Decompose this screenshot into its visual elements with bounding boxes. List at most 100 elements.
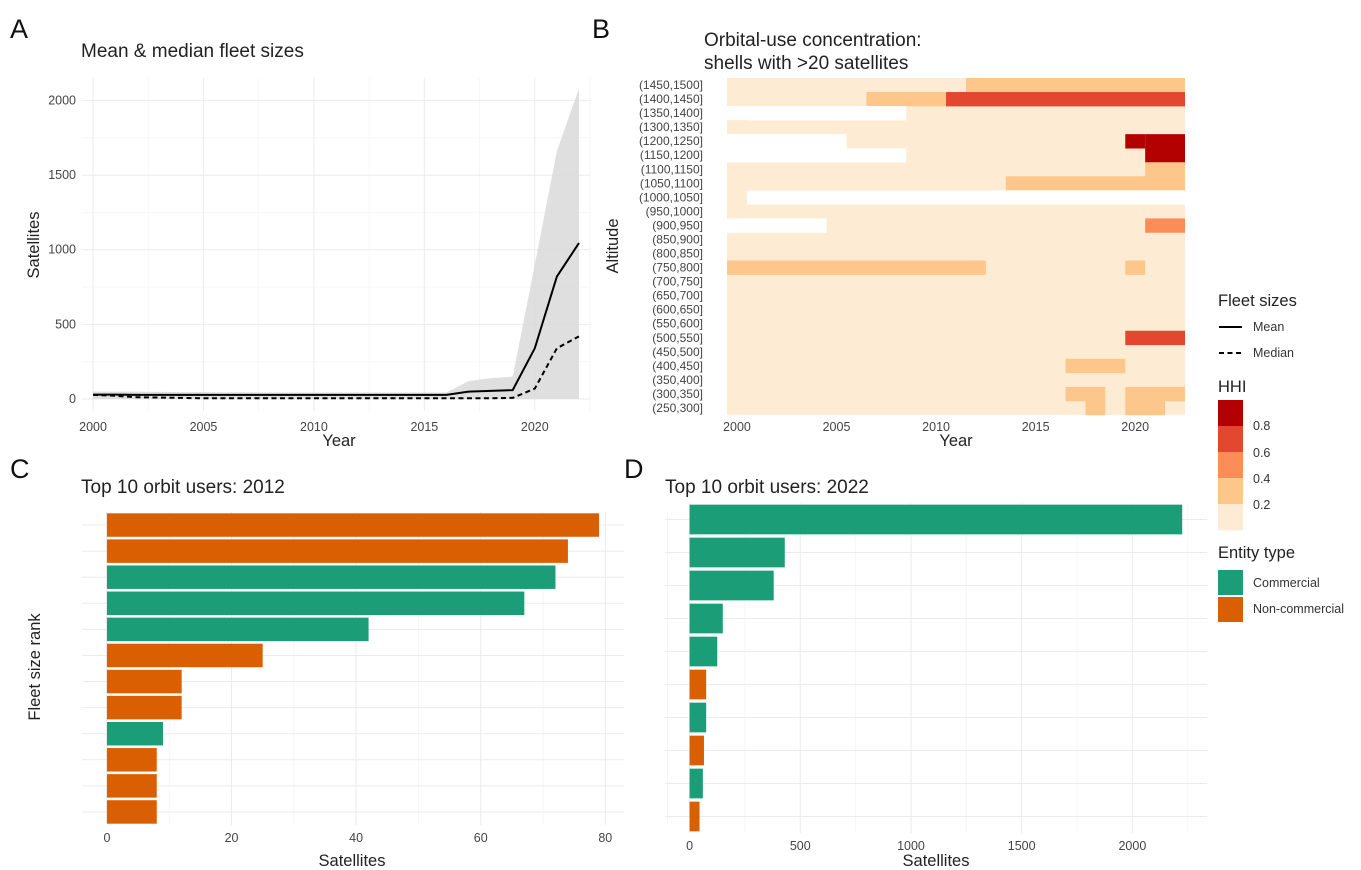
altitude-tick-label: (500,550] [652, 331, 703, 345]
altitude-tick-label: (1400,1450] [639, 92, 703, 106]
heatmap-cell [1145, 162, 1185, 177]
bar-rank-3 [689, 570, 774, 601]
altitude-tick-label: (700,750] [652, 275, 703, 289]
x-tick-label: 60 [474, 831, 488, 845]
legend-swatch-non-commercial [1218, 597, 1243, 622]
heatmap-cell [727, 218, 827, 233]
y-tick-label: 500 [55, 317, 76, 331]
heatmap-cell [727, 92, 867, 107]
hhi-tick-0-2: 0.2 [1253, 498, 1270, 512]
bar-rank-12 [106, 800, 157, 824]
altitude-tick-label: (1450,1500] [639, 78, 703, 92]
altitude-tick-label: (1100,1150] [641, 162, 703, 176]
altitude-tick-label: (900,950] [652, 218, 703, 232]
x-tick-label: 2000 [723, 420, 751, 434]
heatmap-cell [1145, 134, 1185, 149]
panel-c-y-axis-label: Fleet size rank [26, 613, 44, 721]
x-tick-label: 2020 [1121, 420, 1149, 434]
altitude-tick-label: (1150,1200] [640, 148, 703, 162]
heatmap-cell [1065, 386, 1106, 402]
altitude-tick-label: (400,450] [652, 359, 703, 373]
bar-rank-9 [689, 768, 703, 799]
hhi-tick-0-6: 0.6 [1253, 446, 1270, 460]
panel-a-line-chart: Mean & median fleet sizes 2000 2005 2010 20… [25, 41, 591, 450]
y-tick-label: 2000 [48, 93, 76, 107]
panel-c-x-axis-label: Satellites [319, 852, 386, 870]
heatmap-cell [1125, 330, 1185, 346]
bar-rank-1 [689, 504, 1183, 535]
x-tick-label: 1000 [897, 839, 925, 853]
bar-rank-9 [106, 721, 163, 746]
panel-c-bar-chart: Top 10 orbit users: 2012 0 20 40 60 80 Satel… [26, 477, 669, 870]
altitude-tick-label: (300,350] [652, 387, 703, 401]
panel-b-heatmap: Orbital-use concentration: shells with >… [604, 30, 1185, 450]
altitude-tick-label: (550,600] [652, 317, 703, 331]
altitude-tick-label: (1300,1350] [639, 120, 703, 134]
heatmap-cell [727, 106, 907, 121]
altitude-tick-label: (650,700] [652, 289, 703, 303]
heatmap-cell [1065, 358, 1126, 374]
bar-rank-7 [689, 702, 707, 733]
hhi-tick-0-8: 0.8 [1253, 419, 1270, 433]
panel-a-x-axis-label: Year [322, 432, 356, 450]
x-tick-label: 2010 [922, 420, 950, 434]
fleet-sizes-legend-title: Fleet sizes [1218, 292, 1297, 310]
bar-rank-5 [106, 617, 369, 642]
heatmap-cell [727, 78, 966, 93]
bar-rank-8 [106, 695, 182, 720]
heatmap-cell [1085, 400, 1106, 416]
x-tick-label: 2005 [823, 420, 851, 434]
heatmap-cell [1145, 218, 1185, 233]
panel-letter-a: A [10, 14, 28, 44]
altitude-tick-label: (450,500] [652, 345, 703, 359]
legend-label-median: Median [1253, 346, 1294, 360]
bar-rank-10 [106, 748, 157, 772]
fleet-size-range-band [93, 88, 579, 400]
x-tick-label: 2020 [521, 420, 549, 434]
panel-b-x-axis-label: Year [939, 432, 973, 450]
y-tick-label: 0 [69, 392, 76, 406]
panel-letter-b: B [592, 14, 610, 44]
altitude-tick-label: (1350,1400] [639, 106, 703, 120]
legend-label-commercial: Commercial [1253, 576, 1320, 590]
heatmap-cell [946, 92, 1185, 107]
altitude-tick-label: (350,400] [652, 373, 703, 387]
fleet-sizes-legend: Fleet sizes Mean Median [1218, 292, 1297, 360]
median-series-line [93, 335, 580, 400]
legend-label-mean: Mean [1253, 320, 1284, 334]
heatmap-cell [965, 78, 1185, 93]
heatmap-cell [1125, 386, 1185, 402]
bar-rank-8 [689, 735, 704, 766]
bar-rank-10 [689, 801, 700, 832]
x-tick-label: 2005 [190, 420, 218, 434]
y-tick-label: 1500 [48, 168, 76, 182]
x-tick-label: 0 [103, 831, 110, 845]
y-tick-label: 1000 [48, 243, 76, 257]
hhi-tick-0-4: 0.4 [1253, 472, 1270, 486]
heatmap-cell [727, 148, 907, 163]
heatmap-cell [727, 260, 986, 275]
x-tick-label: 2000 [1118, 839, 1146, 853]
panel-letter-d: D [624, 454, 644, 484]
entity-type-legend: Entity type Commercial Non-commercial [1218, 544, 1344, 622]
panel-b-title-line2: shells with >20 satellites [704, 53, 908, 74]
bar-rank-5 [689, 636, 718, 667]
bar-rank-7 [106, 669, 182, 694]
bar-rank-4 [689, 603, 723, 634]
entity-type-legend-title: Entity type [1218, 544, 1295, 562]
legend-swatch-commercial [1218, 570, 1243, 595]
hhi-color-step [1218, 478, 1243, 505]
altitude-tick-label: (950,1000] [646, 204, 703, 218]
altitude-tick-label: (1000,1050] [639, 190, 703, 204]
heatmap-cell [1005, 176, 1185, 191]
panel-d-bar-chart: Top 10 orbit users: 2022 0 500 1000 1500 200… [665, 477, 1207, 870]
hhi-color-step [1218, 504, 1243, 531]
bar-rank-6 [106, 643, 263, 668]
x-tick-label: 500 [790, 839, 811, 853]
panel-a-y-axis-label: Satellites [25, 212, 43, 279]
heatmap-cell [746, 190, 1185, 205]
hhi-color-step [1218, 452, 1243, 479]
heatmap-cell [727, 190, 747, 205]
hhi-color-step [1218, 426, 1243, 453]
x-tick-label: 20 [225, 831, 239, 845]
